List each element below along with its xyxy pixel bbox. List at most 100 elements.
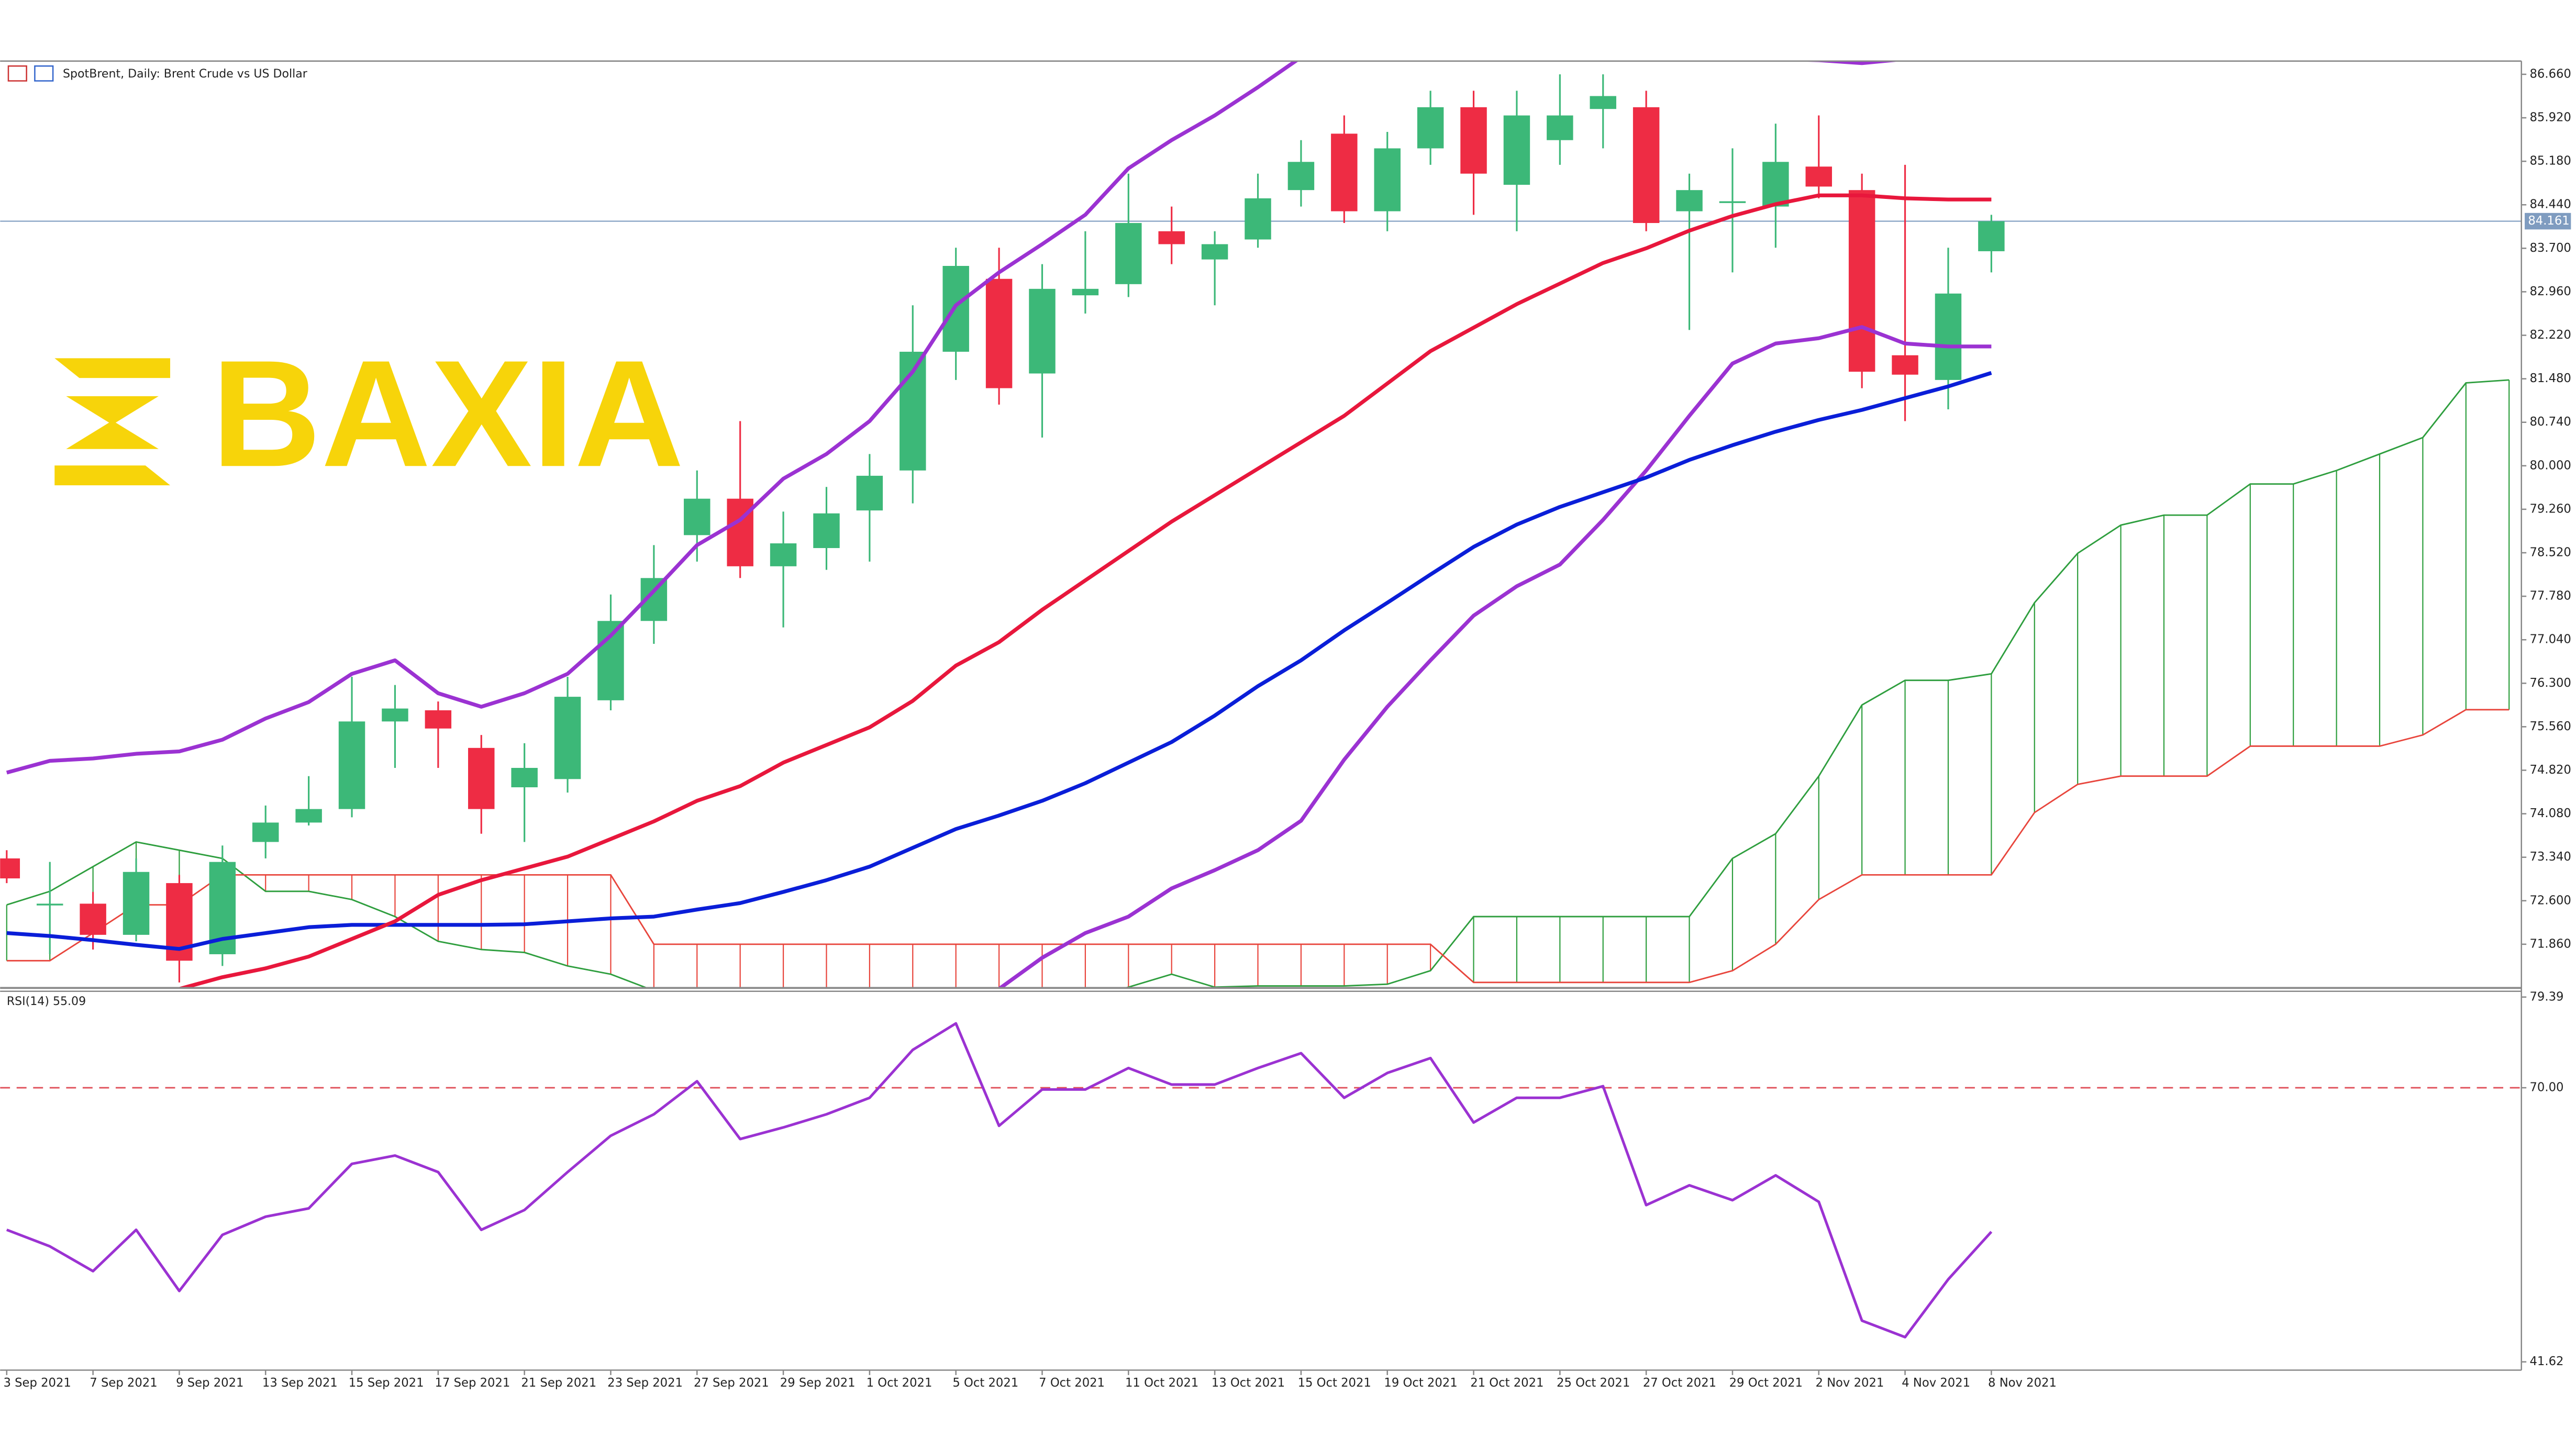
y-tick-label: 78.520 (2529, 546, 2571, 560)
y-tick-label: 71.860 (2529, 937, 2571, 951)
indicator-line (6, 61, 1904, 775)
candle-body (252, 822, 279, 842)
x-tick-label: 17 Sep 2021 (435, 1376, 510, 1390)
x-tick-label: 9 Sep 2021 (176, 1376, 243, 1390)
candle-body (1978, 221, 2005, 251)
y-tick-label: 82.960 (2529, 285, 2571, 298)
y-tick-label: 73.340 (2529, 850, 2571, 864)
candle-body (1158, 231, 1185, 244)
x-tick-label: 7 Oct 2021 (1039, 1376, 1105, 1390)
candle-body (1503, 115, 1530, 185)
x-tick-label: 4 Nov 2021 (1902, 1376, 1970, 1390)
candle-body (425, 710, 452, 729)
candle-body (511, 767, 538, 788)
indicator-line (998, 325, 1992, 987)
candle-body (1072, 288, 1099, 296)
watermark: BAXIA (212, 329, 684, 498)
x-tick-label: 15 Sep 2021 (349, 1376, 424, 1390)
candle-body (1547, 115, 1573, 140)
y-tick-label: 75.560 (2529, 720, 2571, 733)
cloud-span-b (6, 709, 2510, 984)
x-tick-label: 29 Sep 2021 (780, 1376, 856, 1390)
y-tick-label: 77.040 (2529, 633, 2571, 646)
rsi-line (6, 1022, 1993, 1338)
x-tick-label: 3 Sep 2021 (4, 1376, 71, 1390)
y-tick-label: 82.220 (2529, 328, 2571, 342)
chart-title: SpotBrent, Daily: Brent Crude vs US Doll… (63, 68, 308, 81)
candle-body (770, 543, 797, 566)
x-tick-label: 27 Sep 2021 (694, 1376, 769, 1390)
x-tick-label: 7 Sep 2021 (90, 1376, 157, 1390)
candle-body (1029, 288, 1056, 374)
y-tick-label: 72.600 (2529, 894, 2571, 907)
x-tick-label: 21 Sep 2021 (521, 1376, 596, 1390)
y-tick-label: 74.820 (2529, 763, 2571, 777)
y-tick-label: 41.62 (2529, 1355, 2563, 1368)
y-tick-label: 80.740 (2529, 415, 2571, 429)
candle-body (597, 621, 624, 700)
candle-body (0, 858, 20, 879)
candle-body (1460, 107, 1487, 174)
candle-body (1762, 162, 1789, 207)
x-tick-label: 23 Sep 2021 (607, 1376, 683, 1390)
y-tick-label: 86.660 (2529, 67, 2571, 81)
candle-body (985, 278, 1013, 388)
candle-body (1633, 107, 1660, 224)
x-tick-label: 2 Nov 2021 (1815, 1376, 1884, 1390)
x-tick-label: 21 Oct 2021 (1470, 1376, 1544, 1390)
candle-body (856, 475, 883, 511)
last-price-tag (2525, 213, 2571, 230)
candle-body (1374, 148, 1401, 211)
y-tick-label: 79.260 (2529, 502, 2571, 516)
toolbar-icons (7, 65, 54, 82)
x-tick-label: 27 Oct 2021 (1643, 1376, 1716, 1390)
candle-body (1245, 198, 1271, 240)
x-tick-label: 25 Oct 2021 (1557, 1376, 1630, 1390)
candle-body (36, 903, 63, 906)
rsi-title: RSI(14) 55.09 (7, 995, 86, 1008)
y-tick-label: 76.300 (2529, 676, 2571, 690)
candle-body (1331, 133, 1358, 211)
candle-body (123, 872, 150, 935)
candle-body (1287, 162, 1315, 191)
candle-body (295, 809, 322, 823)
x-tick-label: 5 Oct 2021 (952, 1376, 1018, 1390)
candle-body (554, 697, 581, 779)
x-tick-label: 1 Oct 2021 (867, 1376, 932, 1390)
last-price-label: 84.161 (2528, 214, 2569, 228)
candle-body (813, 513, 840, 549)
y-tick-label: 83.700 (2529, 241, 2571, 255)
x-tick-label: 8 Nov 2021 (1988, 1376, 2057, 1390)
x-tick-label: 15 Oct 2021 (1298, 1376, 1371, 1390)
y-tick-label: 77.780 (2529, 589, 2571, 603)
cloud-span-a (6, 379, 2510, 987)
candle-body (468, 747, 495, 809)
x-tick-label: 13 Sep 2021 (262, 1376, 338, 1390)
candle-body (1719, 201, 1746, 203)
candle-body (1892, 355, 1918, 375)
plot-layer (0, 61, 2522, 1338)
candle-body (1115, 223, 1142, 284)
candle-body (1935, 293, 1962, 380)
watermark-logo (54, 358, 171, 486)
y-tick-label: 74.080 (2529, 807, 2571, 820)
candle-body (684, 498, 710, 535)
y-tick-label: 85.920 (2529, 111, 2571, 125)
y-tick-label: 80.000 (2529, 459, 2571, 472)
x-tick-label: 19 Oct 2021 (1384, 1376, 1457, 1390)
candle-body (1590, 96, 1616, 109)
price-panel (0, 61, 2522, 987)
y-tick-label: 81.480 (2529, 372, 2571, 385)
rsi-panel (0, 1022, 2522, 1338)
candle-body (382, 708, 408, 722)
y-tick-label: 84.440 (2529, 198, 2571, 211)
candle-body (1417, 107, 1444, 149)
candle-body (1805, 166, 1832, 187)
y-tick-label: 85.180 (2529, 154, 2571, 168)
y-tick-label: 70.00 (2529, 1081, 2563, 1095)
indicator-line (6, 371, 1992, 951)
candle-body (1676, 190, 1703, 211)
candle-body (942, 266, 969, 352)
